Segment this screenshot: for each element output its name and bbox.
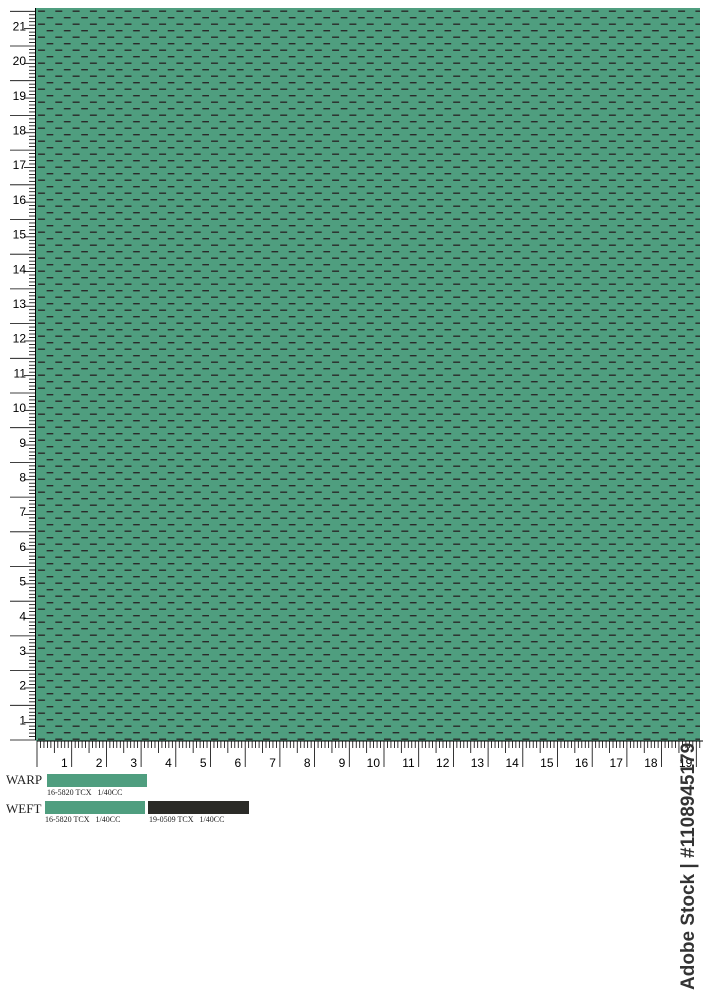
ruler-label: 15 (13, 228, 27, 242)
ruler-label: 2 (19, 679, 26, 693)
weft-yarn-code-2: 19-0509 TCX 1/40CC (149, 815, 225, 824)
ruler-label: 16 (575, 756, 589, 770)
ruler-label: 18 (644, 756, 658, 770)
ruler-label: 20 (13, 54, 27, 68)
ruler-label: 7 (19, 505, 26, 519)
weft-yarn-code-1: 16-5820 TCX 1/40CC (45, 815, 121, 824)
ruler-label: 9 (339, 756, 346, 770)
ruler-label: 2 (96, 756, 103, 770)
ruler-label: 5 (200, 756, 207, 770)
ruler-label: 10 (367, 756, 381, 770)
ruler-label: 5 (19, 575, 26, 589)
warp-yarn-swatch (47, 774, 147, 787)
ruler-label: 19 (13, 89, 27, 103)
ruler-label: 17 (610, 756, 624, 770)
ruler-label: 4 (165, 756, 172, 770)
ruler-label: 8 (304, 756, 311, 770)
ruler-label: 3 (19, 644, 26, 658)
warp-label: WARP (6, 772, 43, 787)
ruler-label: 12 (436, 756, 450, 770)
weft-label: WEFT (6, 801, 42, 816)
ruler-label: 13 (471, 756, 485, 770)
ruler-label: 10 (13, 401, 27, 415)
ruler-label: 17 (13, 158, 27, 172)
ruler-label: 6 (19, 540, 26, 554)
watermark: Adobe Stock | #1108945179 (678, 742, 699, 990)
ruler-label: 3 (130, 756, 137, 770)
ruler-label: 18 (13, 123, 27, 137)
weft-yarn-swatch-1 (45, 801, 145, 814)
ruler-label: 19 (679, 756, 693, 770)
ruler-label: 14 (505, 756, 519, 770)
ruler-label: 14 (13, 262, 27, 276)
horizontal-ruler: 1 2 3 4 5 6 7 8 9 10 11 12 13 14 15 16 17 18 19 (36, 740, 703, 770)
ruler-label: 1 (19, 713, 26, 727)
ruler-label: 8 (19, 470, 26, 484)
ruler-label: 13 (13, 297, 27, 311)
ruler-label: 7 (269, 756, 276, 770)
ruler-label: 16 (13, 193, 27, 207)
ruler-label: 11 (402, 756, 415, 770)
warp-yarn-code: 16-5820 TCX 1/40CC (47, 788, 123, 797)
ruler-label: 9 (19, 436, 26, 450)
ruler-label: 4 (19, 609, 26, 623)
ruler-label: 1 (61, 756, 68, 770)
ruler-label: 15 (540, 756, 554, 770)
ruler-label: 6 (235, 756, 242, 770)
weft-yarn-swatch-2 (148, 801, 249, 814)
ruler-label: 21 (13, 19, 27, 33)
ruler-label: 11 (14, 366, 27, 380)
fabric-swatch (36, 8, 700, 741)
ruler-label: 12 (13, 332, 27, 346)
